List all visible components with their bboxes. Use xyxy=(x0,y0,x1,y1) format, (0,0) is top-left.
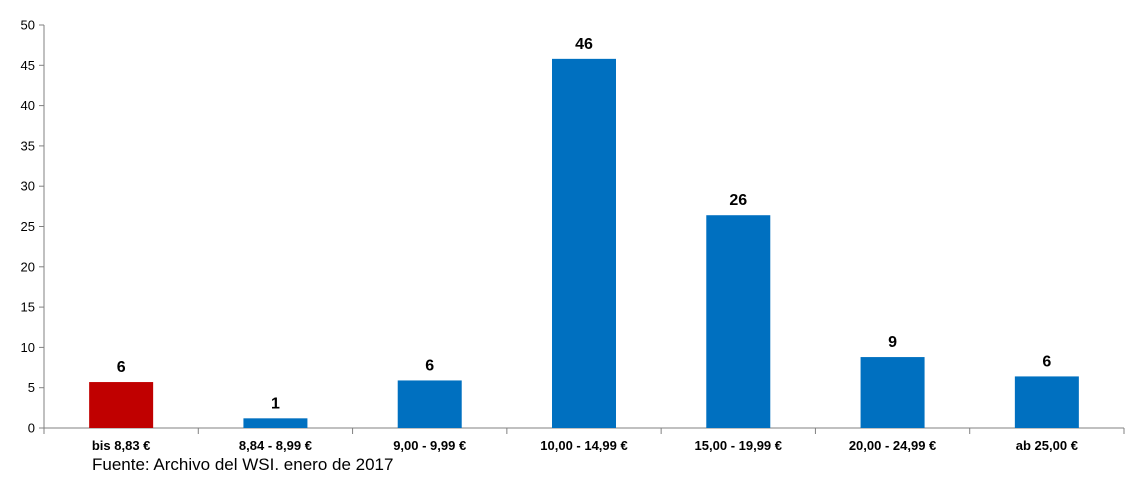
x-tick-label: 20,00 - 24,99 € xyxy=(849,438,936,453)
bar xyxy=(1014,376,1079,428)
data-label: 9 xyxy=(888,334,897,351)
y-tick-label: 5 xyxy=(28,380,35,395)
y-tick-label: 40 xyxy=(21,98,35,113)
bars xyxy=(89,58,1079,429)
x-axis: bis 8,83 € 8,84 - 8,99 € 9,00 - 9,99 € 10,0… xyxy=(43,427,1125,453)
y-tick-label: 25 xyxy=(21,219,35,234)
data-label: 46 xyxy=(575,36,593,53)
bar-chart: 0 5 10 15 20 25 30 35 40 45 50 bis 8,83 € 8,84 - 8,… xyxy=(21,18,1125,453)
x-tick-label: 15,00 - 19,99 € xyxy=(695,438,782,453)
bar xyxy=(397,380,462,428)
data-label: 6 xyxy=(117,359,126,376)
y-tick-label: 30 xyxy=(21,179,35,194)
source-note: Fuente: Archivo del WSI. enero de 2017 xyxy=(92,455,394,474)
y-tick-label: 45 xyxy=(21,58,35,73)
data-label: 1 xyxy=(271,395,280,412)
data-label: 6 xyxy=(1042,353,1051,370)
bar xyxy=(89,382,154,428)
bar xyxy=(243,418,308,428)
bar xyxy=(552,58,616,429)
y-tick-label: 50 xyxy=(21,18,35,33)
y-tick-label: 10 xyxy=(21,340,35,355)
y-tick-label: 20 xyxy=(21,259,35,274)
y-tick-label: 35 xyxy=(21,138,35,153)
x-tick-label: 9,00 - 9,99 € xyxy=(393,438,466,453)
bar xyxy=(706,215,771,428)
x-tick-label: ab 25,00 € xyxy=(1016,438,1078,453)
x-tick-label: 10,00 - 14,99 € xyxy=(540,438,627,453)
bar xyxy=(860,357,925,428)
y-tick-label: 15 xyxy=(21,300,35,315)
y-tick-label: 0 xyxy=(28,421,35,436)
data-label: 6 xyxy=(425,357,434,374)
x-tick-label: bis 8,83 € xyxy=(92,438,151,453)
y-axis: 0 5 10 15 20 25 30 35 40 45 50 xyxy=(21,18,45,436)
x-tick-label: 8,84 - 8,99 € xyxy=(239,438,312,453)
data-label: 26 xyxy=(729,192,747,209)
data-labels: 6 1 6 46 26 9 6 xyxy=(117,36,1052,412)
